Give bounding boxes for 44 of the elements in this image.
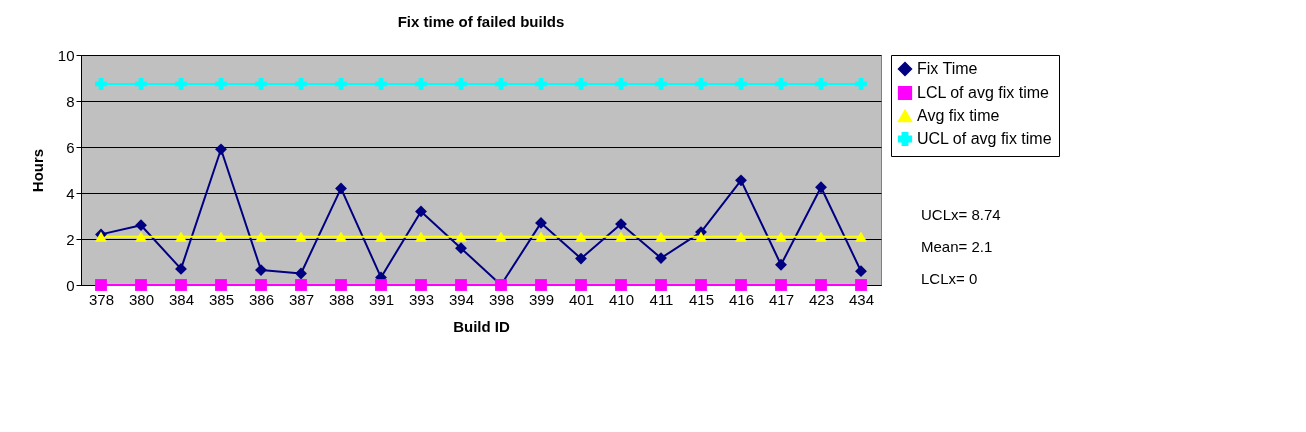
point (135, 219, 147, 232)
x-axis-title: Build ID (453, 317, 510, 335)
x-tick-label: 417 (768, 290, 795, 308)
x-tick-label: 386 (248, 290, 275, 308)
legend-label: Fix Time (917, 60, 978, 77)
y-tick-label: 0 (66, 276, 75, 294)
point (535, 216, 547, 229)
x-tick-label: 399 (528, 290, 555, 308)
x-tick-label: 410 (608, 290, 635, 308)
x-tick-label: 394 (448, 290, 475, 308)
y-tick-label: 8 (66, 92, 75, 110)
legend-label: Avg fix time (917, 107, 1000, 124)
legend-label: UCL of avg fix time (917, 130, 1052, 147)
y-tick-label: 4 (66, 184, 75, 202)
y-tick-label: 6 (66, 138, 75, 156)
x-tick-label: 385 (208, 290, 235, 308)
point (455, 242, 467, 255)
point (175, 262, 187, 275)
x-tick-label: 401 (568, 290, 595, 308)
point (775, 258, 787, 271)
x-tick-label: 415 (688, 290, 715, 308)
text: Mean= 2.1 (921, 238, 993, 255)
x-tick-label: 411 (649, 290, 674, 308)
text: UCLx= 8.74 (921, 206, 1001, 223)
legend-label: LCL of avg fix time (917, 84, 1050, 101)
x-tick-label: 378 (88, 290, 115, 308)
x-tick-label: 387 (288, 290, 315, 308)
point (855, 265, 867, 278)
point (655, 252, 667, 265)
x-tick-label: 393 (408, 290, 435, 308)
x-tick-label: 380 (128, 290, 155, 308)
x-tick-label: 416 (728, 290, 755, 308)
x-tick-label: 423 (808, 290, 835, 308)
chart-title: Fix time of failed builds (397, 13, 565, 30)
x-tick-label: 384 (168, 290, 195, 308)
point (815, 181, 827, 194)
x-tick-label: 434 (848, 290, 875, 308)
text: LCLx= 0 (921, 270, 978, 287)
x-tick-label: 391 (368, 290, 395, 308)
y-tick-label: 10 (57, 46, 75, 64)
y-tick-label: 2 (66, 230, 75, 248)
y-axis-title: Hours (28, 148, 46, 193)
x-tick-label: 388 (328, 290, 355, 308)
x-tick-label: 398 (488, 290, 515, 308)
